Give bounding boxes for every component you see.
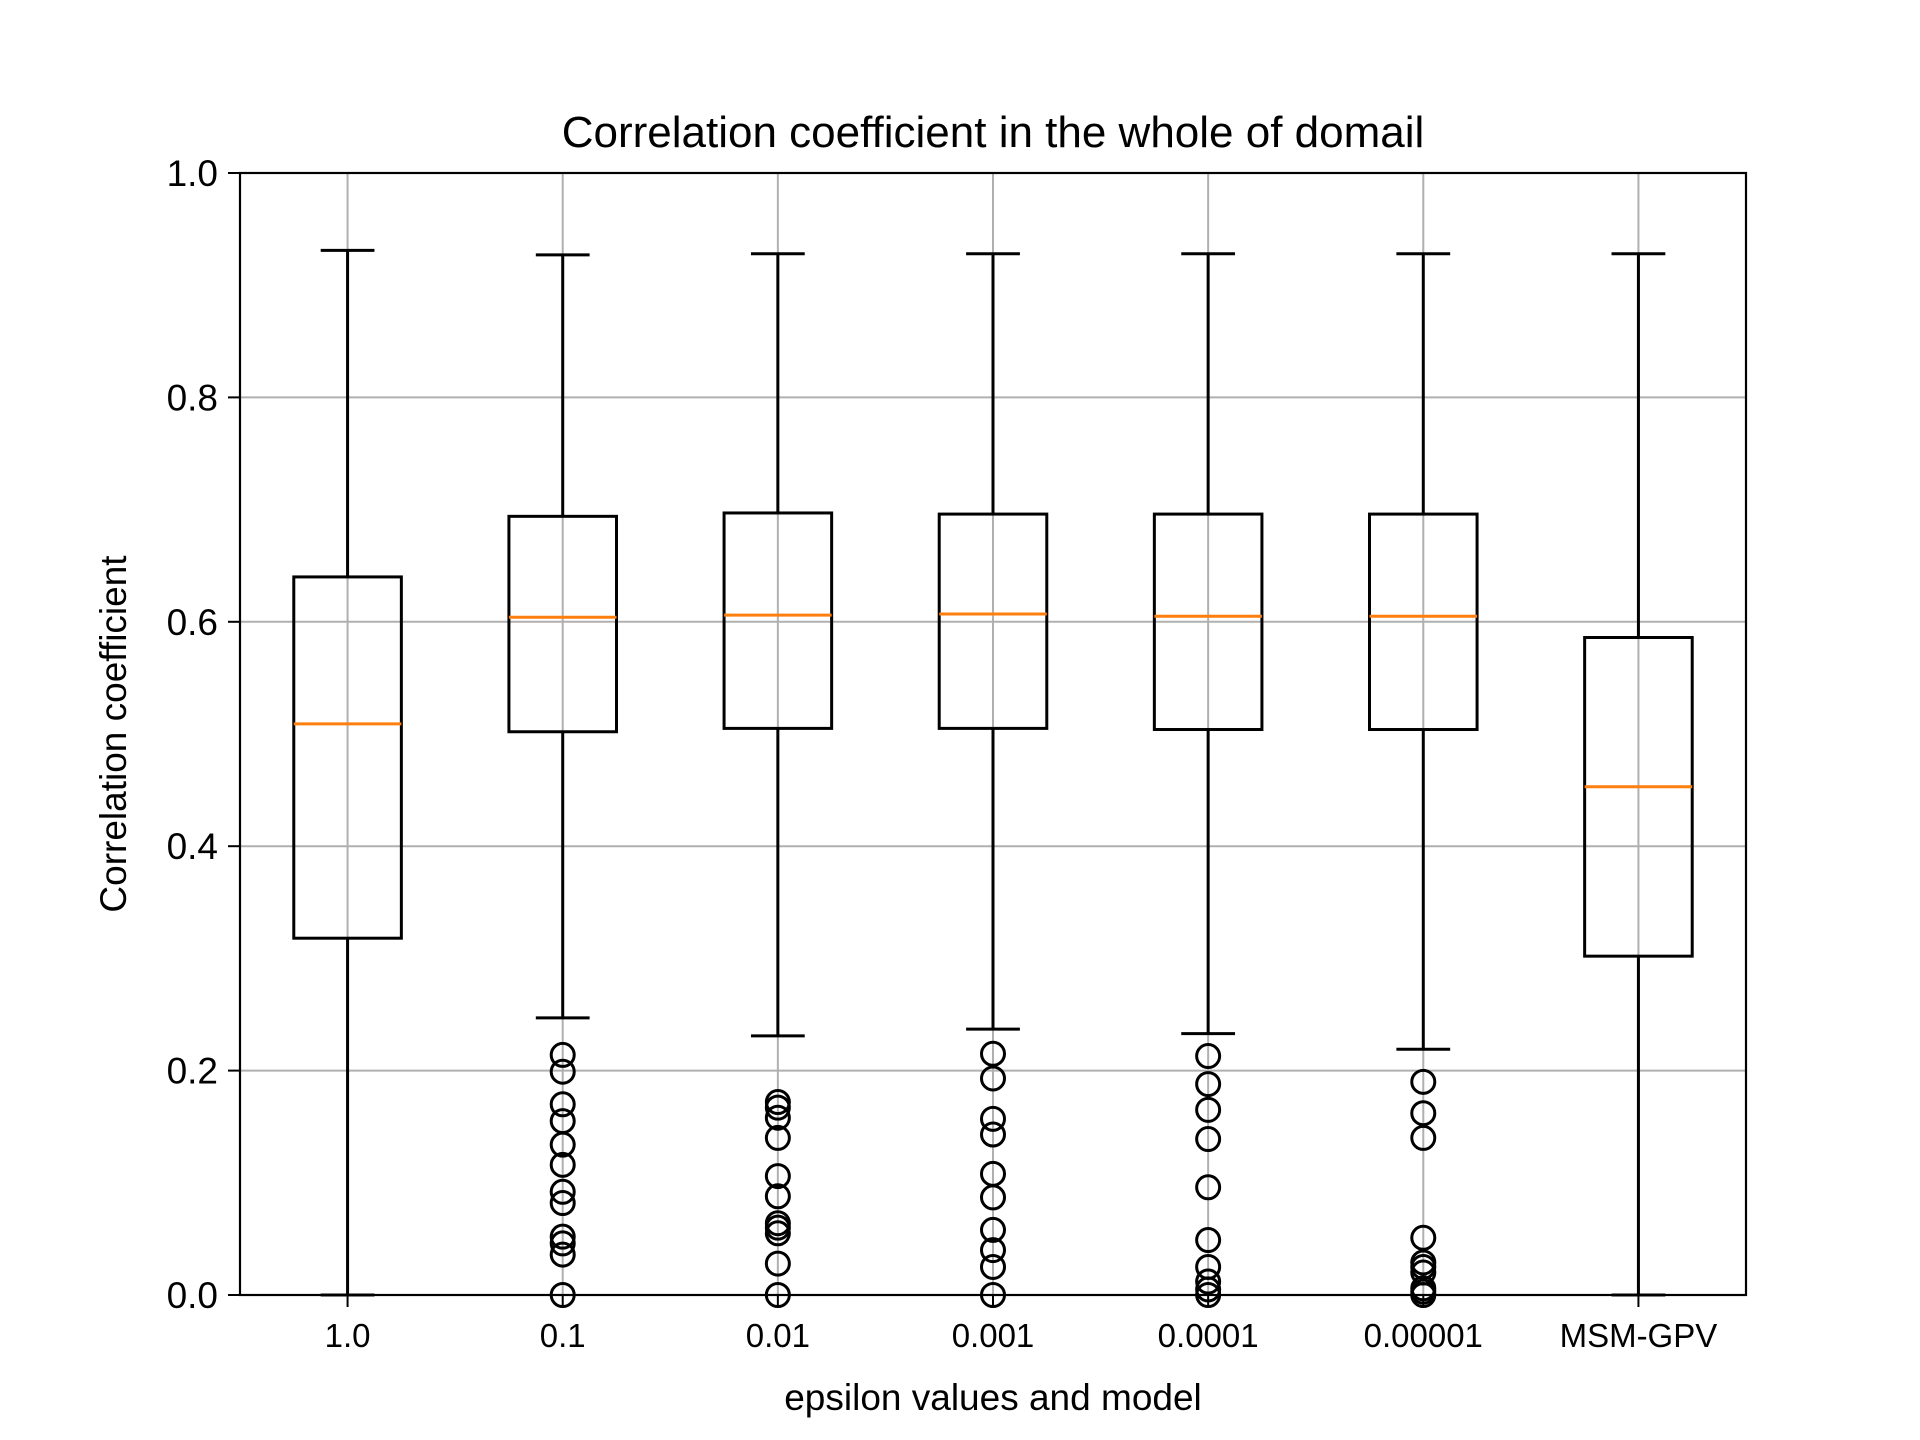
y-tick-label: 1.0	[167, 153, 218, 194]
outlier-point	[549, 1178, 576, 1205]
outlier-point	[980, 1184, 1006, 1211]
outlier-point	[1195, 1174, 1222, 1201]
boxes-layer	[292, 248, 1694, 1308]
outlier-point	[764, 1094, 791, 1121]
x-tick-label: 0.00001	[1364, 1317, 1483, 1354]
outlier-point	[764, 1220, 791, 1247]
outlier-point	[764, 1124, 791, 1151]
outlier-point	[764, 1250, 791, 1277]
axis-ticks: 1.0 0.1 0.01 0.001 0.0001 0.00001 MSM-GPV 0.0 0.…	[167, 153, 1718, 1354]
outlier-point	[549, 1189, 576, 1216]
y-tick-label: 0.6	[167, 602, 218, 643]
box-iqr	[722, 511, 834, 730]
outlier-point	[549, 1131, 576, 1158]
outlier-point	[980, 1216, 1006, 1243]
outlier-point	[1410, 1100, 1437, 1127]
x-tick-label: 0.001	[952, 1317, 1035, 1354]
outlier-point	[1195, 1268, 1222, 1295]
outlier-point	[764, 1183, 791, 1210]
y-tick-label: 0.2	[167, 1051, 218, 1092]
outlier-point	[549, 1151, 576, 1178]
box-iqr	[937, 512, 1049, 730]
box-group	[1368, 252, 1479, 1308]
outlier-point	[764, 1104, 791, 1131]
outlier-point	[980, 1121, 1006, 1148]
outlier-point	[1195, 1126, 1222, 1153]
outlier-point	[549, 1223, 576, 1250]
outlier-point	[549, 1041, 576, 1068]
x-tick-label: MSM-GPV	[1560, 1317, 1718, 1354]
y-tick-label: 0.4	[167, 826, 218, 867]
box-iqr	[292, 575, 403, 940]
x-tick-label: 0.0001	[1158, 1317, 1259, 1354]
box-group	[937, 252, 1049, 1308]
box-group	[722, 252, 834, 1308]
outlier-point	[980, 1040, 1006, 1067]
x-axis-label: epsilon values and model	[784, 1377, 1202, 1418]
outlier-point	[1195, 1096, 1222, 1123]
outlier-point	[549, 1230, 576, 1257]
y-tick-label: 0.0	[167, 1275, 218, 1316]
chart-title: Correlation coefficient in the whole of …	[562, 108, 1425, 157]
box-iqr	[1583, 636, 1694, 958]
outlier-point	[1195, 1071, 1222, 1098]
y-tick-label: 0.8	[167, 377, 218, 418]
x-tick-label: 0.01	[746, 1317, 810, 1354]
outlier-point	[549, 1241, 576, 1268]
outlier-point	[1410, 1124, 1437, 1151]
outlier-point	[549, 1058, 576, 1085]
y-axis-label: Correlation coefficient	[93, 555, 134, 913]
outlier-point	[1410, 1224, 1437, 1251]
outlier-point	[980, 1253, 1006, 1280]
box-iqr	[507, 514, 618, 734]
outlier-point	[980, 1105, 1006, 1132]
x-tick-label: 1.0	[325, 1317, 371, 1354]
box-iqr	[1152, 512, 1264, 732]
outlier-point	[1195, 1043, 1222, 1070]
outlier-point	[549, 1091, 576, 1118]
outlier-point	[764, 1163, 791, 1190]
box-group	[1152, 252, 1264, 1308]
outlier-point	[1410, 1068, 1437, 1095]
box-iqr	[1368, 512, 1479, 732]
outlier-point	[1195, 1227, 1222, 1254]
outlier-point	[980, 1237, 1006, 1264]
box-group	[1583, 252, 1694, 1297]
x-tick-label: 0.1	[540, 1317, 586, 1354]
outlier-point	[980, 1065, 1006, 1092]
